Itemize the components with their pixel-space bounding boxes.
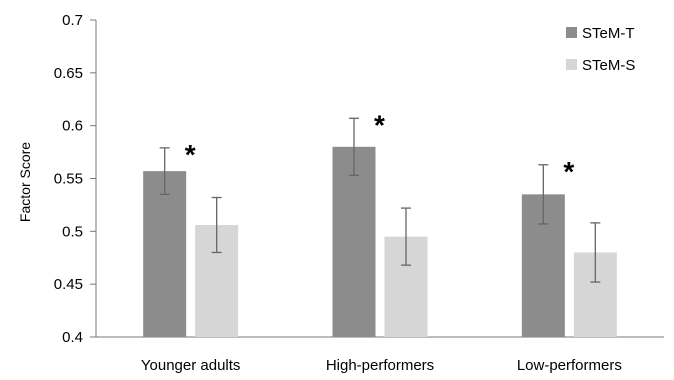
error-bar xyxy=(349,117,359,176)
legend-label-stem-t: STeM-T xyxy=(582,25,635,42)
legend: STeM-T STeM-S xyxy=(566,25,635,74)
bars-group: * * * xyxy=(143,109,617,337)
error-bar xyxy=(401,207,411,266)
y-tick-label: 0.7 xyxy=(62,12,83,29)
legend-swatch-stem-t xyxy=(566,27,577,38)
significance-marker: * xyxy=(185,139,196,170)
y-axis-label: Factor Score xyxy=(17,142,33,222)
error-bar xyxy=(211,196,222,254)
category-label: High-performers xyxy=(326,357,434,374)
legend-swatch-stem-s xyxy=(566,59,577,70)
y-tick-label: 0.65 xyxy=(54,65,83,82)
y-axis-ticks: 0.4 0.45 0.5 0.55 0.6 0.65 0.7 xyxy=(54,12,96,346)
y-tick-label: 0.6 xyxy=(62,118,83,135)
y-tick-label: 0.4 xyxy=(62,329,83,346)
y-tick-label: 0.45 xyxy=(54,276,83,293)
y-tick-label: 0.55 xyxy=(54,171,83,188)
significance-marker: * xyxy=(374,109,385,140)
error-bar xyxy=(159,147,170,196)
bar-stem-t-1 xyxy=(332,146,376,337)
legend-label-stem-s: STeM-S xyxy=(582,57,635,74)
category-labels: Younger adults High-performers Low-perform… xyxy=(141,357,622,374)
significance-marker: * xyxy=(563,156,574,187)
error-bar xyxy=(590,222,601,283)
error-bar xyxy=(538,164,549,225)
bar-stem-t-0 xyxy=(143,171,187,337)
y-tick-label: 0.5 xyxy=(62,223,83,240)
category-label: Low-performers xyxy=(517,357,622,374)
category-label: Younger adults xyxy=(141,357,241,374)
